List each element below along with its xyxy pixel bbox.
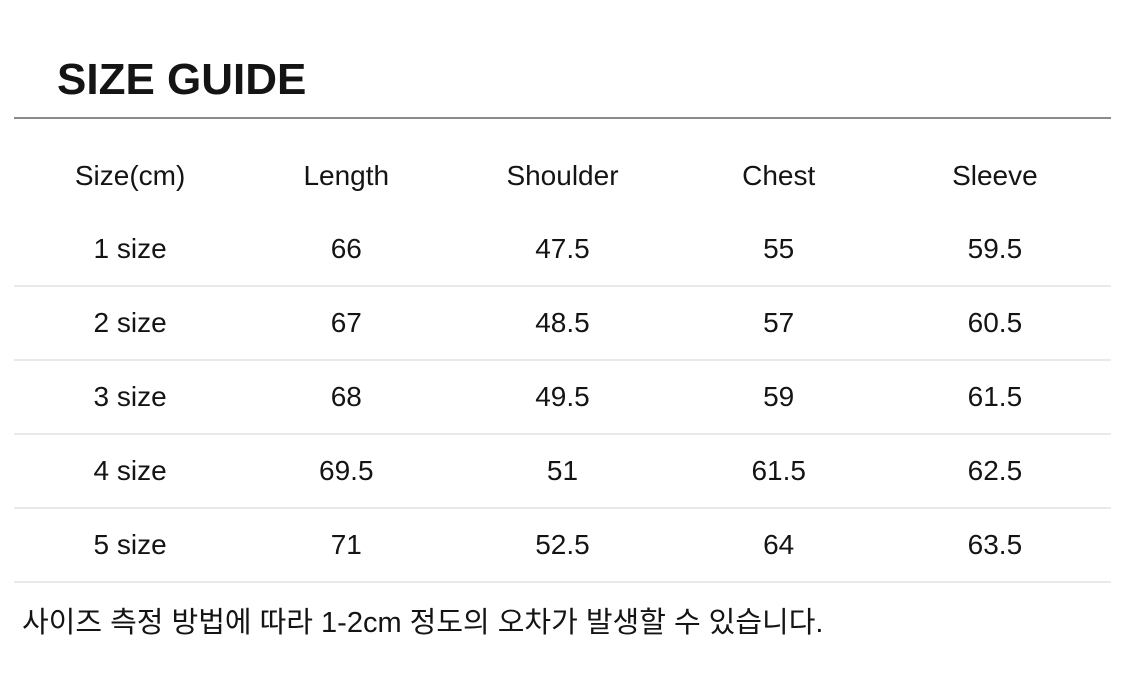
column-header-chest: Chest [742,159,816,191]
cell-shoulder-value: 47.5 [535,232,590,264]
cell-length-value: 69.5 [319,454,374,486]
cell-size-label: 5 size [93,528,167,560]
column-header-size: Size(cm) [74,159,186,191]
cell-size-label: 4 size [93,454,167,486]
cell-sleeve-value: 62.5 [967,454,1023,486]
table-row: 2 size 67 48.5 57 60.5 [14,287,1111,361]
table-row: 3 size 68 49.5 59 61.5 [14,361,1111,435]
cell-sleeve-value: 59.5 [967,232,1023,264]
cell-shoulder-value: 52.5 [535,528,590,560]
page-title: SIZE GUIDE [57,55,307,104]
column-header-shoulder: Shoulder [506,159,619,191]
cell-shoulder-value: 49.5 [535,380,590,412]
title-divider [14,117,1111,119]
cell-chest-value: 55 [763,232,795,264]
cell-chest-value: 64 [763,528,795,560]
cell-length-value: 67 [330,306,362,338]
cell-size-label: 3 size [93,380,167,412]
cell-shoulder-value: 48.5 [535,306,590,338]
cell-chest-value: 57 [763,306,795,338]
cell-sleeve-value: 61.5 [967,380,1023,412]
column-header-sleeve: Sleeve [952,159,1038,191]
cell-chest-value: 61.5 [751,454,806,486]
cell-sleeve-value: 60.5 [967,306,1023,338]
cell-chest-value: 59 [763,380,795,412]
cell-size-label: 2 size [93,306,167,338]
table-row: 1 size 66 47.5 55 59.5 [14,213,1111,287]
cell-sleeve-value: 63.5 [967,528,1023,560]
cell-length-value: 68 [330,380,362,412]
cell-size-label: 1 size [93,232,167,264]
column-header-length: Length [303,159,390,191]
cell-shoulder-value: 51 [546,454,579,486]
cell-length-value: 71 [330,528,362,560]
size-tolerance-note: 사이즈 측정 방법에 따라 1-2cm 정도의 오차가 발생할 수 있습니다. [22,607,824,639]
cell-length-value: 66 [330,232,362,264]
table-row: 5 size 71 52.5 64 63.5 [14,509,1111,583]
table-header-row: Size(cm) Length Shoulder Chest Sleeve [14,139,1111,213]
table-row: 4 size 69.5 51 61.5 62.5 [14,435,1111,509]
size-guide-table: Size(cm) Length Shoulder Chest Sleeve 1 … [14,119,1111,583]
